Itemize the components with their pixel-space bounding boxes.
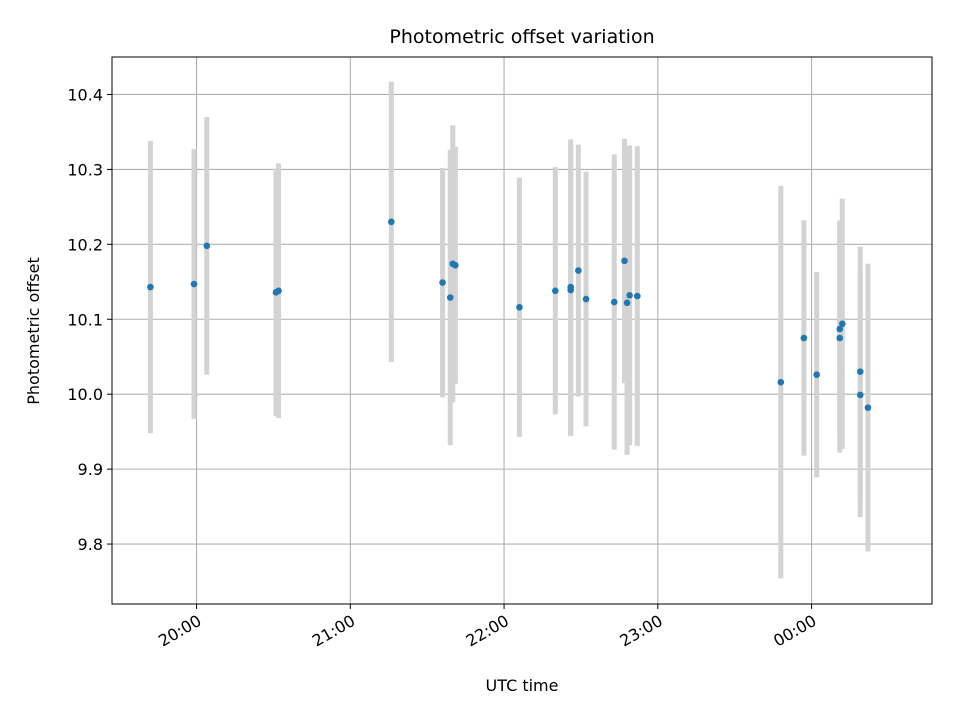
data-point bbox=[147, 283, 154, 291]
data-point bbox=[582, 295, 590, 303]
data-points bbox=[147, 218, 872, 411]
y-tick-label: 10.0 bbox=[67, 385, 103, 404]
data-point bbox=[626, 291, 633, 299]
y-tick-label: 9.9 bbox=[78, 460, 103, 479]
data-point bbox=[552, 287, 559, 295]
grid bbox=[112, 57, 932, 604]
data-point bbox=[777, 378, 785, 386]
data-point bbox=[516, 303, 523, 311]
data-point bbox=[446, 294, 454, 301]
y-tick-label: 9.8 bbox=[78, 535, 103, 554]
data-point bbox=[839, 320, 846, 328]
x-axis-label: UTC time bbox=[486, 676, 559, 695]
data-point bbox=[275, 287, 282, 295]
data-point bbox=[610, 298, 618, 306]
y-axis-label: Photometric offset bbox=[24, 257, 43, 405]
data-point bbox=[800, 334, 808, 342]
data-point bbox=[634, 292, 641, 300]
data-point bbox=[203, 242, 211, 250]
data-point bbox=[190, 280, 198, 288]
data-point bbox=[623, 299, 631, 307]
plot-frame bbox=[111, 56, 933, 605]
chart-title: Photometric offset variation bbox=[389, 26, 654, 48]
y-tick-label: 10.3 bbox=[67, 160, 103, 179]
data-point bbox=[439, 279, 446, 286]
data-point bbox=[567, 283, 574, 291]
data-point bbox=[856, 368, 864, 376]
data-point bbox=[836, 334, 844, 342]
y-tick-label: 10.2 bbox=[67, 235, 103, 254]
data-point bbox=[856, 391, 864, 399]
data-point bbox=[452, 262, 459, 269]
data-point bbox=[621, 257, 628, 265]
data-point bbox=[388, 218, 395, 226]
data-point bbox=[813, 371, 820, 379]
y-tick-label: 10.1 bbox=[67, 310, 103, 329]
data-point bbox=[836, 325, 844, 333]
data-point bbox=[575, 267, 582, 274]
data-point bbox=[864, 404, 872, 411]
y-tick-label: 10.4 bbox=[67, 85, 103, 104]
